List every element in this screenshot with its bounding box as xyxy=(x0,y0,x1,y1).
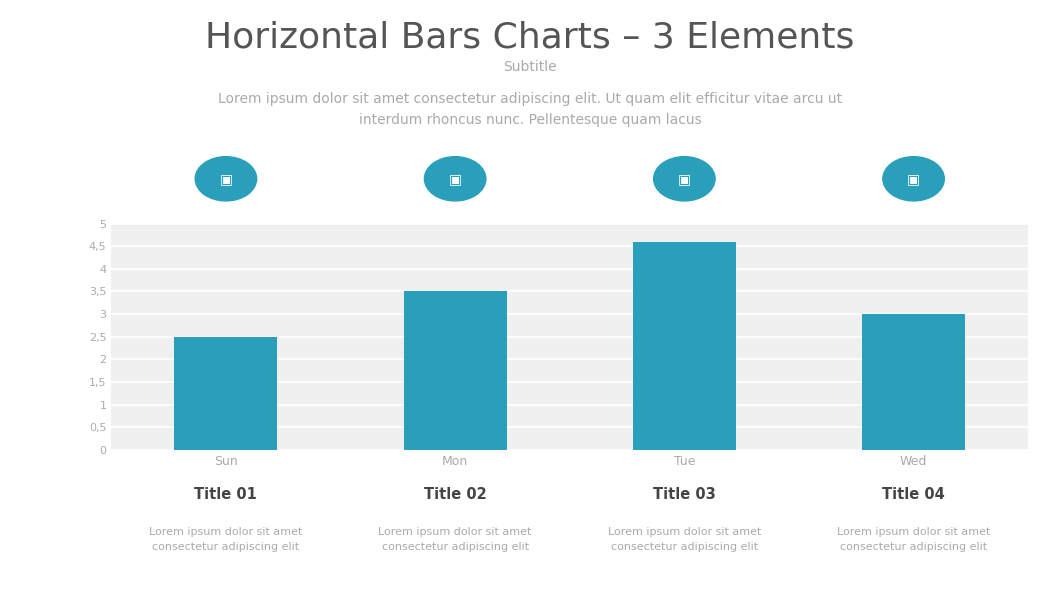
Bar xyxy=(174,337,278,450)
Text: Title 02: Title 02 xyxy=(424,487,487,502)
Text: Horizontal Bars Charts – 3 Elements: Horizontal Bars Charts – 3 Elements xyxy=(206,21,854,55)
Text: ▣: ▣ xyxy=(907,172,920,186)
Text: Lorem ipsum dolor sit amet consectetur adipiscing elit. Ut quam elit efficitur v: Lorem ipsum dolor sit amet consectetur a… xyxy=(218,92,842,106)
Text: ▣: ▣ xyxy=(677,172,691,186)
Text: Lorem ipsum dolor sit amet
consectetur adipiscing elit: Lorem ipsum dolor sit amet consectetur a… xyxy=(837,527,990,552)
Bar xyxy=(633,241,736,450)
Text: Lorem ipsum dolor sit amet
consectetur adipiscing elit: Lorem ipsum dolor sit amet consectetur a… xyxy=(378,527,532,552)
Bar xyxy=(404,291,507,450)
Text: interdum rhoncus nunc. Pellentesque quam lacus: interdum rhoncus nunc. Pellentesque quam… xyxy=(358,113,702,127)
Text: Title 01: Title 01 xyxy=(194,487,258,502)
Text: Lorem ipsum dolor sit amet
consectetur adipiscing elit: Lorem ipsum dolor sit amet consectetur a… xyxy=(149,527,302,552)
Text: ▣: ▣ xyxy=(448,172,462,186)
Bar xyxy=(862,314,966,450)
Text: ▣: ▣ xyxy=(219,172,232,186)
Text: Lorem ipsum dolor sit amet
consectetur adipiscing elit: Lorem ipsum dolor sit amet consectetur a… xyxy=(607,527,761,552)
Text: Title 03: Title 03 xyxy=(653,487,716,502)
Text: Title 04: Title 04 xyxy=(882,487,944,502)
Text: Subtitle: Subtitle xyxy=(504,60,556,73)
